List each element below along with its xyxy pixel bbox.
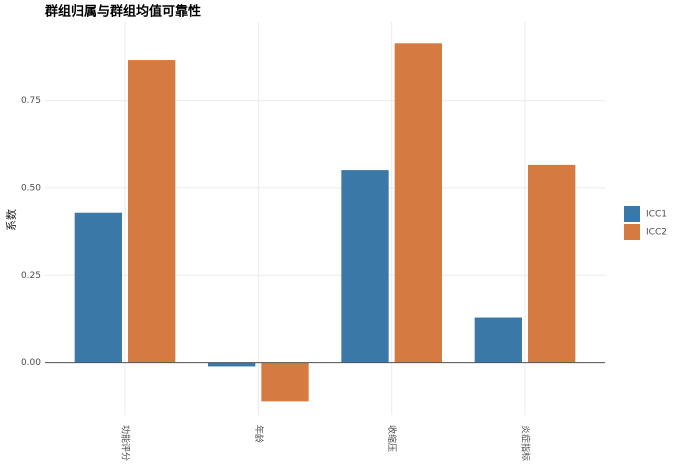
x-tick-label: 收缩压 bbox=[386, 425, 398, 452]
x-tick-label: 年龄 bbox=[253, 425, 265, 443]
x-tick-label: 功能评分 bbox=[120, 425, 132, 461]
bar bbox=[474, 317, 522, 363]
legend-label: ICC2 bbox=[646, 228, 667, 238]
y-tick-label: 0.75 bbox=[21, 96, 41, 106]
bar bbox=[261, 362, 309, 402]
y-tick-label: 0.00 bbox=[21, 358, 41, 368]
bar bbox=[341, 170, 389, 363]
y-tick-label: 0.50 bbox=[21, 183, 41, 193]
chart-title: 群组归属与群组均值可靠性 bbox=[45, 4, 201, 20]
legend-swatch bbox=[624, 224, 640, 240]
legend-label: ICC1 bbox=[646, 210, 667, 220]
bar bbox=[394, 43, 442, 363]
bar bbox=[208, 362, 256, 367]
x-tick-label: 炎症指标 bbox=[520, 425, 532, 461]
y-tick-label: 0.25 bbox=[21, 271, 41, 281]
bar bbox=[528, 164, 576, 363]
legend-swatch bbox=[624, 206, 640, 222]
bar bbox=[128, 60, 176, 363]
bar bbox=[74, 212, 122, 363]
y-axis-title: 系数 bbox=[5, 209, 18, 231]
